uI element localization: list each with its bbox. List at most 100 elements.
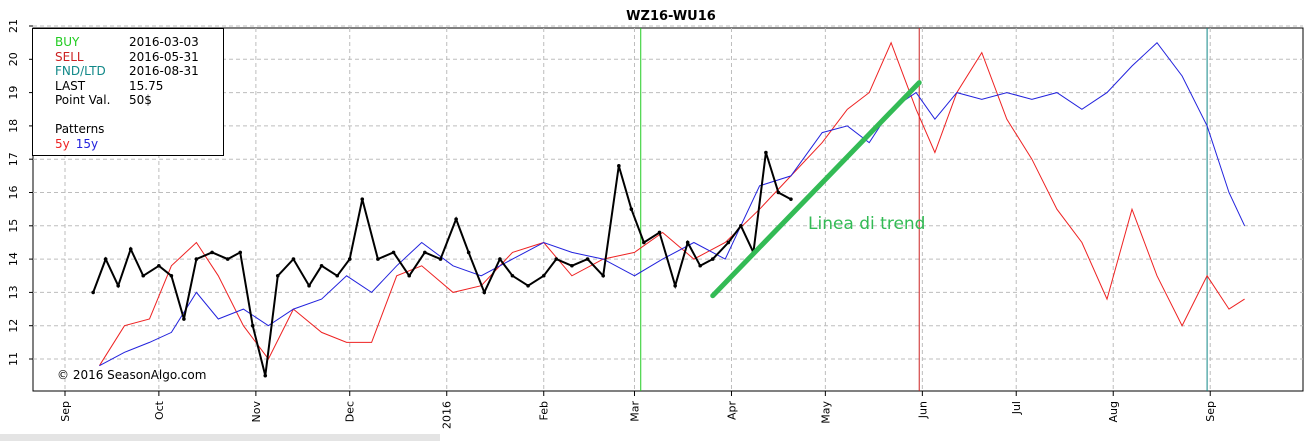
x-tick-label: Oct bbox=[153, 400, 166, 420]
series-point bbox=[225, 257, 230, 261]
copyright: © 2016 SeasonAlgo.com bbox=[57, 368, 207, 382]
x-tick-label: Sep bbox=[1204, 401, 1217, 422]
y-tick-label: 11 bbox=[7, 352, 20, 366]
patterns-row: Patterns bbox=[55, 122, 223, 137]
series-point bbox=[407, 273, 411, 278]
patterns-legend: 5y 15y bbox=[55, 137, 223, 152]
trend-line bbox=[710, 80, 922, 299]
x-tick-label: Apr bbox=[725, 401, 738, 421]
series-point bbox=[685, 240, 690, 245]
scrollbar[interactable] bbox=[0, 434, 440, 441]
series-point bbox=[194, 257, 199, 261]
grid-layer bbox=[33, 25, 1303, 391]
series-line-5y bbox=[98, 41, 1245, 366]
x-tick-label: Jun bbox=[916, 401, 929, 419]
y-tick-label: 20 bbox=[7, 52, 20, 66]
x-tick-label: Aug bbox=[1107, 401, 1120, 422]
series-point bbox=[347, 257, 352, 261]
series-point bbox=[291, 257, 296, 261]
series-point bbox=[423, 250, 427, 255]
series-point bbox=[617, 164, 621, 168]
series-point bbox=[710, 257, 715, 261]
legend-key: BUY bbox=[55, 35, 80, 49]
legend-row: Point Val. 50$ bbox=[55, 93, 223, 108]
series-point bbox=[275, 273, 280, 278]
legend-key: Point Val. bbox=[55, 93, 111, 107]
series-point bbox=[601, 273, 605, 278]
legend-value: 50$ bbox=[129, 93, 152, 107]
series-layer bbox=[91, 41, 1246, 378]
legend-key: SELL bbox=[55, 49, 84, 64]
series-point bbox=[657, 230, 662, 235]
series-point bbox=[629, 207, 634, 211]
trend-label: Linea di trend bbox=[808, 214, 925, 234]
x-tick-label: Sep bbox=[59, 401, 72, 422]
y-axis: 11 12 13 14 15 16 17 18 19 20 21 bbox=[7, 19, 33, 366]
legend-row: BUY 2016-03-03 bbox=[55, 35, 223, 50]
legend: BUY 2016-03-03 SELL 2016-05-31 FND/LTD 2016-0… bbox=[32, 28, 224, 156]
legend-value: 2016-05-31 bbox=[129, 49, 199, 64]
series-point bbox=[554, 257, 559, 261]
series-point bbox=[454, 217, 458, 221]
series-point bbox=[776, 190, 781, 195]
series-point bbox=[128, 247, 133, 251]
x-tick-label: Dec bbox=[344, 401, 357, 422]
series-point bbox=[526, 283, 530, 288]
y-tick-label: 16 bbox=[7, 186, 20, 200]
chart-title: WZ16-WU16 bbox=[626, 9, 716, 24]
series-point bbox=[673, 283, 677, 288]
series-point bbox=[169, 273, 174, 278]
y-tick-label: 17 bbox=[7, 152, 20, 166]
event-lines bbox=[640, 28, 1208, 391]
x-tick-label: Feb bbox=[538, 401, 551, 420]
legend-key: LAST bbox=[55, 78, 86, 93]
series-point bbox=[789, 197, 793, 201]
legend-value: 15.75 bbox=[129, 78, 164, 93]
series-point bbox=[585, 257, 590, 261]
y-tick-label: 21 bbox=[7, 19, 20, 33]
y-tick-label: 14 bbox=[7, 252, 20, 266]
x-axis: Sep Oct Nov Dec 2016 Feb Mar Apr May Jun Jul Aug Sep bbox=[59, 391, 1217, 429]
series-point bbox=[307, 283, 311, 288]
series-point bbox=[263, 373, 268, 378]
x-tick-label: Mar bbox=[628, 401, 641, 422]
x-tick-label: 2016 bbox=[441, 401, 454, 429]
annotation-layer: Linea di trend bbox=[710, 80, 925, 299]
legend-rows: BUY 2016-03-03 SELL 2016-05-31 FND/LTD 2016-0… bbox=[55, 35, 223, 108]
series-point bbox=[466, 250, 471, 255]
series-point bbox=[510, 273, 515, 278]
y-tick-label: 13 bbox=[7, 285, 20, 299]
y-tick-label: 19 bbox=[7, 86, 20, 100]
series-point bbox=[250, 323, 255, 328]
legend-row: FND/LTD 2016-08-31 bbox=[55, 64, 223, 79]
series-point bbox=[698, 263, 702, 268]
x-tick-label: Jul bbox=[1010, 401, 1023, 415]
series-point bbox=[319, 263, 324, 268]
legend-value: 2016-08-31 bbox=[129, 64, 199, 78]
series-point bbox=[391, 250, 396, 255]
series-point bbox=[141, 273, 146, 278]
series-point bbox=[482, 290, 487, 295]
series-point bbox=[376, 257, 380, 261]
series-line-15y bbox=[99, 41, 1246, 367]
series-point bbox=[739, 224, 743, 228]
series-point bbox=[91, 290, 95, 295]
series-point bbox=[764, 150, 768, 155]
legend-row: LAST 15.75 bbox=[55, 79, 223, 94]
legend-row: SELL 2016-05-31 bbox=[55, 50, 223, 65]
series-point bbox=[541, 273, 546, 278]
plot-area bbox=[32, 27, 1304, 392]
y-tick-label: 12 bbox=[7, 319, 20, 333]
series-point bbox=[570, 263, 574, 268]
pattern-15y-label: 15y bbox=[75, 136, 99, 151]
series-point bbox=[157, 263, 161, 268]
patterns-label: Patterns bbox=[55, 122, 105, 136]
legend-value: 2016-03-03 bbox=[129, 35, 199, 49]
x-tick-label: May bbox=[819, 401, 832, 424]
series-point bbox=[238, 250, 243, 255]
y-tick-label: 15 bbox=[7, 219, 20, 233]
y-tick-label: 18 bbox=[7, 119, 20, 133]
series-point bbox=[642, 240, 646, 245]
series-point bbox=[498, 257, 502, 261]
